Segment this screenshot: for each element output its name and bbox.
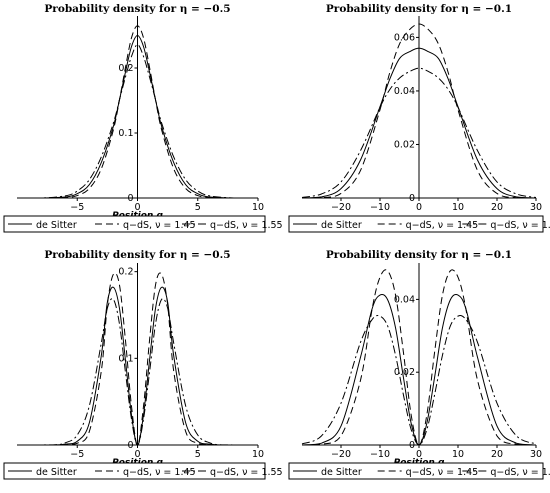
series-line-2 bbox=[16, 25, 258, 199]
legend-label-2: q−dS, ν = 1.45 bbox=[406, 467, 479, 478]
x-tick-label: −10 bbox=[370, 202, 390, 213]
legend-label-3: q−dS, ν = 1.55 bbox=[490, 220, 550, 231]
legend: de Sitter q−dS, ν = 1.45 q−dS, ν = 1.55 bbox=[3, 462, 283, 480]
legend-label-3: q−dS, ν = 1.55 bbox=[210, 220, 283, 231]
y-tick-label: 0.04 bbox=[394, 86, 415, 97]
x-tick-label: 0 bbox=[134, 449, 140, 460]
legend-box bbox=[3, 215, 266, 233]
legend-label-1: de Sitter bbox=[321, 467, 362, 478]
series-line-1 bbox=[301, 47, 537, 199]
y-tick-label: 0 bbox=[127, 193, 133, 204]
y-tick-label: 0.2 bbox=[118, 267, 133, 278]
series-line-2 bbox=[301, 23, 537, 199]
y-tick-label: 0 bbox=[409, 193, 415, 204]
y-tick-label: 0.1 bbox=[118, 353, 133, 364]
y-tick-label: 0 bbox=[127, 440, 133, 451]
x-tick-label: 10 bbox=[252, 449, 264, 460]
legend-label-3: q−dS, ν = 1.55 bbox=[210, 467, 283, 478]
series-line-3 bbox=[16, 298, 259, 446]
x-tick-label: 0 bbox=[416, 202, 422, 213]
x-tick-label: −5 bbox=[70, 202, 84, 213]
x-tick-label: −20 bbox=[331, 202, 351, 213]
legend-label-1: de Sitter bbox=[36, 220, 77, 231]
series-line-2 bbox=[17, 272, 258, 446]
x-tick-label: 10 bbox=[452, 202, 464, 213]
x-tick-label: 30 bbox=[530, 449, 542, 460]
legend-label-2: q−dS, ν = 1.45 bbox=[123, 467, 196, 478]
chart-title: Probability density for η = −0.5 bbox=[44, 249, 230, 261]
y-tick-label: 0.02 bbox=[394, 367, 415, 378]
legend-label-1: de Sitter bbox=[321, 220, 362, 231]
legend-label-3: q−dS, ν = 1.55 bbox=[490, 467, 550, 478]
chart-panel-4: Probability density for η = −0.1 −20 −10 0 1… bbox=[288, 249, 550, 480]
series-line-3 bbox=[16, 44, 258, 199]
chart-panel-1: Probability density for η = −0.5 −5 0 5 10 0 0… bbox=[3, 3, 283, 233]
chart-panel-3: Probability density for η = −0.5 −5 0 5 10 0 0… bbox=[3, 249, 283, 480]
y-tick-label: 0.1 bbox=[118, 128, 133, 139]
x-tick-label: −10 bbox=[370, 449, 390, 460]
legend-label-1: de Sitter bbox=[36, 467, 77, 478]
chart-title: Probability density for η = −0.1 bbox=[326, 249, 512, 261]
chart-title: Probability density for η = −0.5 bbox=[44, 3, 230, 15]
x-tick-label: 5 bbox=[195, 202, 201, 213]
legend-box bbox=[3, 462, 266, 480]
legend-box bbox=[288, 462, 544, 480]
x-tick-label: 20 bbox=[491, 449, 503, 460]
x-tick-label: 5 bbox=[195, 449, 201, 460]
x-tick-label: 0 bbox=[416, 449, 422, 460]
x-tick-label: 30 bbox=[530, 202, 542, 213]
series-line-1 bbox=[16, 34, 258, 199]
y-tick-label: 0.02 bbox=[394, 139, 415, 150]
x-tick-label: −20 bbox=[331, 449, 351, 460]
series-line-3 bbox=[301, 315, 537, 446]
x-tick-label: 20 bbox=[491, 202, 503, 213]
y-tick-label: 0.04 bbox=[394, 294, 415, 305]
legend-label-2: q−dS, ν = 1.45 bbox=[123, 220, 196, 231]
chart-title: Probability density for η = −0.1 bbox=[326, 3, 512, 15]
chart-panel-2: Probability density for η = −0.1 −20 −10 0 1… bbox=[288, 3, 550, 233]
legend: de Sitter q−dS, ν = 1.45 q−dS, ν = 1.55 bbox=[288, 462, 550, 480]
legend-box bbox=[288, 215, 544, 233]
series-line-2 bbox=[301, 269, 537, 446]
x-tick-label: −5 bbox=[70, 449, 84, 460]
y-tick-label: 0 bbox=[409, 440, 415, 451]
legend-label-2: q−dS, ν = 1.45 bbox=[406, 220, 479, 231]
y-tick-label: 0.06 bbox=[394, 32, 415, 43]
legend: de Sitter q−dS, ν = 1.45 q−dS, ν = 1.55 bbox=[288, 215, 550, 233]
x-tick-label: 10 bbox=[452, 449, 464, 460]
series-line-3 bbox=[301, 67, 537, 198]
x-tick-label: 0 bbox=[134, 202, 140, 213]
x-tick-label: 10 bbox=[252, 202, 264, 213]
legend: de Sitter q−dS, ν = 1.45 q−dS, ν = 1.55 bbox=[3, 215, 283, 233]
